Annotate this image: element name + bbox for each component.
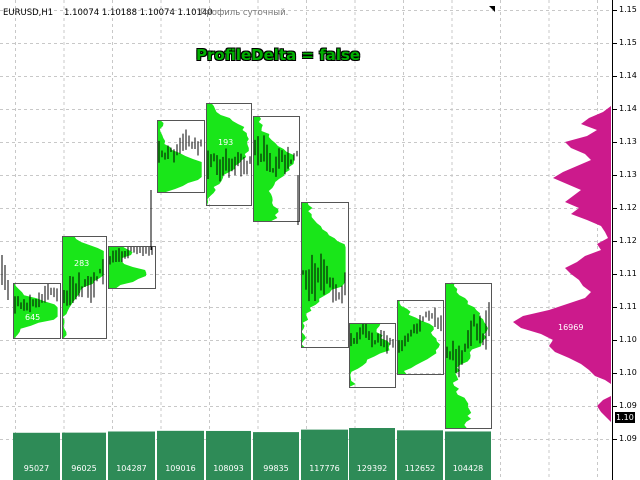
summary-profile-shape: [513, 106, 611, 422]
volume-bar: [253, 432, 299, 480]
daily-box-frame: [301, 202, 349, 348]
price-tick-mark: [613, 76, 617, 77]
volume-bar-label: 117776: [309, 464, 340, 473]
volume-bar-label: 104428: [453, 464, 484, 473]
volume-bar-label: 104287: [116, 464, 147, 473]
summary-profile: 16969: [513, 106, 611, 422]
daily-box-frame: [253, 116, 300, 222]
corner-arrow-icon[interactable]: [487, 4, 497, 14]
price-tick-label: 1.13: [619, 137, 637, 146]
price-tick-mark: [613, 340, 617, 341]
volume-bar-label: 112652: [405, 464, 436, 473]
daily-profile-box: [206, 103, 252, 206]
price-tick-label: 1.10: [619, 368, 637, 377]
volume-bar: [445, 431, 491, 480]
box-volume-label: 283: [74, 259, 89, 268]
box-volume-label: 645: [25, 313, 40, 322]
price-tick-label: 1.13: [619, 170, 637, 179]
symbol-timeframe-label: EURUSD,H1: [3, 8, 54, 18]
box-volume-label: 415: [313, 319, 328, 328]
daily-profile-box: [157, 120, 205, 193]
volume-bar-label: 99835: [263, 464, 288, 473]
price-tick-mark: [613, 406, 617, 407]
indicator-name-label: Профиль суточный.: [200, 8, 289, 18]
volume-profile-shape: [445, 283, 488, 428]
price-tick-mark: [613, 109, 617, 110]
volume-profile-shape: [397, 300, 440, 374]
price-tick-label: 1.14: [619, 71, 637, 80]
daily-box-frame: [13, 283, 61, 339]
volume-profile-shape: [253, 116, 295, 221]
daily-profile-box: [13, 283, 61, 339]
volume-profile-shape: [108, 246, 147, 288]
volume-bar: [62, 432, 106, 480]
price-tick-mark: [613, 439, 617, 440]
volume-profile-shape: [13, 283, 58, 338]
price-tick-label: 1.11: [619, 302, 637, 311]
price-tick-label: 1.15: [619, 38, 637, 47]
daily-profiles: 645 283 193 415: [13, 103, 492, 429]
daily-box-frame: [397, 300, 444, 375]
volume-bar-label: 108093: [213, 464, 244, 473]
candles-left: [1, 175, 299, 300]
price-tick-mark: [613, 142, 617, 143]
daily-box-frame: [157, 120, 205, 193]
current-price-marker: 1.10: [615, 412, 635, 423]
volume-profile-shape: [349, 323, 390, 387]
daily-profile-box: [108, 246, 156, 289]
ohlc-values: 1.10074 1.10188 1.10074 1.10140: [64, 8, 213, 18]
volume-bar: [13, 432, 60, 480]
price-tick-mark: [613, 175, 617, 176]
volume-bar: [157, 430, 204, 480]
volume-bar: [349, 428, 395, 480]
volume-bar: [397, 430, 443, 480]
volume-profile-shape: [157, 120, 202, 192]
volume-profile-shape: [301, 202, 346, 347]
price-tick-label: 1.10: [619, 335, 637, 344]
volume-profile-shape: [62, 236, 104, 338]
volume-bar-label: 129392: [357, 464, 388, 473]
daily-box-frame: [206, 103, 252, 206]
price-tick-mark: [613, 208, 617, 209]
price-tick-mark: [613, 10, 617, 11]
price-tick-mark: [613, 43, 617, 44]
daily-profile-box: [349, 323, 396, 388]
box-volume-label: 193: [218, 138, 233, 147]
volume-profile-shape: [206, 103, 249, 205]
daily-profile-box: [445, 283, 492, 429]
daily-profile-box: [397, 300, 444, 375]
price-tick-mark: [613, 373, 617, 374]
price-axis[interactable]: 1.10 1.15 1.15 1.14 1.14 1.13 1.13 1.12 1.12 1.1…: [612, 0, 640, 480]
daily-box-frame: [349, 323, 396, 388]
price-tick-label: 1.15: [619, 5, 637, 14]
daily-box-frame: [62, 236, 107, 339]
price-tick-label: 1.09: [619, 434, 637, 443]
price-tick-mark: [613, 274, 617, 275]
summary-profile-poc-label: 16969: [558, 323, 583, 332]
chart-canvas: 645 283 193 415 16969 95027 96025 104287 109016 1…: [0, 0, 612, 480]
price-tick-label: 1.12: [619, 203, 637, 212]
price-tick-label: 1.14: [619, 104, 637, 113]
volume-bar: [108, 431, 155, 480]
volume-bar-label: 95027: [24, 464, 49, 473]
price-tick-label: 1.09: [619, 401, 637, 410]
volume-bar-label: 96025: [71, 464, 96, 473]
chart-area[interactable]: 645 283 193 415 16969 95027 96025 104287 109016 1…: [0, 0, 612, 480]
volume-bar: [206, 430, 251, 480]
price-tick-mark: [613, 307, 617, 308]
daily-box-frame: [108, 246, 156, 289]
volume-bar-label: 109016: [165, 464, 196, 473]
price-tick-label: 1.12: [619, 236, 637, 245]
daily-profile-box: [301, 202, 349, 348]
daily-profile-box: [62, 236, 107, 339]
price-tick-mark: [613, 241, 617, 242]
daily-box-frame: [445, 283, 492, 429]
daily-profile-box: [253, 116, 300, 222]
daily-volume-bars: 95027 96025 104287 109016 108093 99835 117776 1…: [13, 428, 491, 480]
profile-delta-banner: ProfileDelta = false: [196, 46, 361, 64]
price-tick-label: 1.11: [619, 269, 637, 278]
volume-bar: [301, 429, 348, 480]
